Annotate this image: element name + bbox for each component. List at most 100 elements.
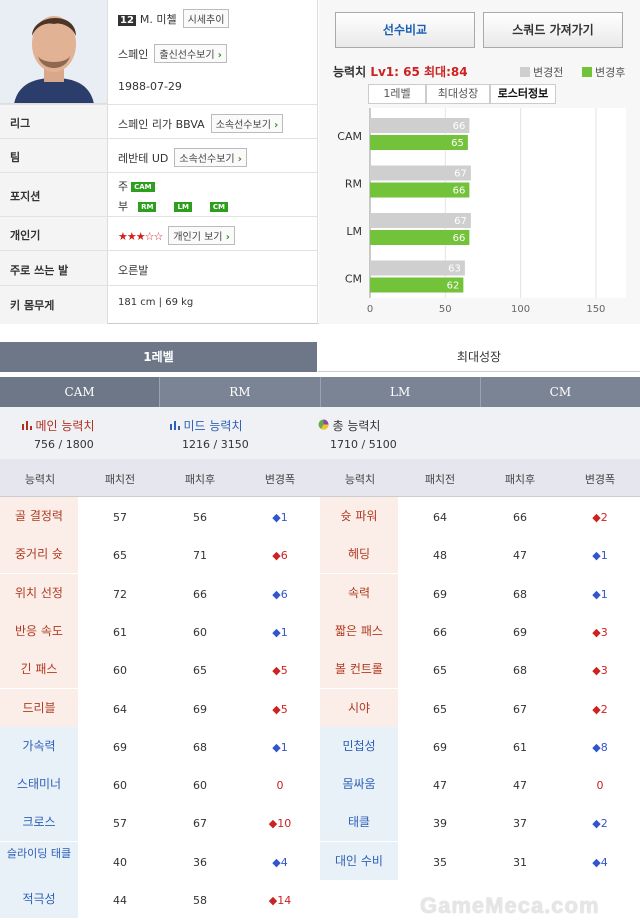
stat-name: 적극성	[0, 880, 78, 918]
main-position-row: 주 CAM	[118, 178, 155, 194]
bar-before	[370, 118, 470, 133]
personal-row: ★★★☆☆ 개인기 보기 ›	[118, 226, 235, 245]
sub-position-badge: LM	[174, 202, 192, 212]
stat-before: 40	[113, 855, 127, 869]
stat-name: 짧은 패스	[320, 611, 398, 650]
table-row: 위치 선정 72 66 ◆6	[0, 573, 320, 612]
player-number: 12	[118, 15, 136, 26]
tab-position-lm[interactable]: LM	[320, 377, 481, 407]
stat-name: 대인 수비	[320, 841, 398, 880]
stat-before: 47	[433, 779, 447, 793]
stat-change: ◆2	[592, 817, 608, 831]
position-label: 포지션	[10, 190, 41, 203]
stat-after: 56	[193, 511, 207, 524]
birth-date: 1988-07-29	[118, 80, 182, 93]
table-row: 적극성 44 58 ◆14	[0, 880, 320, 918]
stat-before: 48	[433, 549, 447, 563]
stat-change: ◆14	[268, 894, 292, 907]
stat-before: 44	[113, 894, 127, 907]
stat-after: 71	[193, 549, 207, 563]
stat-before: 57	[113, 511, 127, 524]
main-stat-value: 756 / 1800	[34, 438, 94, 451]
tab-level1[interactable]: 1레벨	[368, 84, 426, 104]
table-row: 시야 65 67 ◆2	[320, 688, 640, 727]
stat-change: ◆6	[272, 549, 288, 563]
team-players-button[interactable]: 소속선수보기 ›	[174, 148, 247, 167]
bar-value-label: 63	[448, 264, 461, 275]
stat-before: 69	[113, 740, 127, 754]
stat-after: 61	[513, 740, 527, 754]
price-trend-button[interactable]: 시세추이	[182, 9, 230, 28]
stat-before: 69	[433, 587, 447, 601]
bar-before	[370, 260, 465, 276]
header-change-right: 변경폭	[584, 473, 616, 486]
stat-name: 슬라이딩 태클	[0, 841, 78, 880]
stat-before: 60	[113, 664, 127, 678]
bar-after	[370, 230, 470, 245]
tab-position-cam[interactable]: CAM	[0, 377, 161, 407]
legend-swatch-after	[582, 67, 592, 77]
stat-before: 69	[433, 740, 447, 754]
league-players-button[interactable]: 소속선수보기 ›	[210, 114, 284, 133]
stat-change: ◆8	[592, 740, 608, 754]
stat-after: 60	[193, 625, 207, 639]
bar-chart-icon	[170, 420, 180, 433]
body-value: 181 cm | 69 kg	[118, 297, 194, 308]
stat-change: ◆5	[272, 702, 288, 716]
stat-name: 반응 속도	[0, 611, 78, 650]
stat-change: ◆6	[272, 587, 288, 601]
stat-change: ◆1	[272, 625, 288, 639]
tab-position-cm[interactable]: CM	[480, 377, 640, 407]
stat-name: 가속력	[0, 726, 78, 765]
stat-change: ◆4	[592, 855, 608, 869]
max-value: 최대:84	[424, 65, 468, 79]
stat-change: ◆2	[592, 702, 608, 716]
mid-stat-summary: 미드 능력치 1216 / 3150	[170, 417, 249, 451]
stat-after: 36	[193, 855, 207, 869]
tab-max-growth[interactable]: 최대성장	[426, 84, 490, 104]
y-category-label: CAM	[337, 130, 362, 143]
mid-stat-label: 미드 능력치	[183, 419, 243, 433]
personal-label: 개인기	[10, 229, 41, 242]
watermark-logo: GameMeca.com	[420, 893, 600, 918]
y-category-label: LM	[346, 225, 362, 238]
tab-level1-detail[interactable]: 1레벨	[0, 342, 317, 372]
nation-players-button[interactable]: 출신선수보기 ›	[154, 44, 227, 63]
tab-position-rm[interactable]: RM	[160, 377, 321, 407]
stat-change: ◆1	[272, 740, 288, 754]
body-label: 키 몸무게	[10, 299, 55, 312]
stat-change: ◆5	[272, 664, 288, 678]
stat-name: 속력	[320, 573, 398, 612]
stat-after: 65	[193, 664, 207, 678]
stat-after: 68	[513, 664, 527, 678]
stat-after: 47	[513, 779, 527, 793]
stat-change: ◆1	[592, 587, 608, 601]
bar-after	[370, 277, 464, 293]
stat-name: 위치 선정	[0, 573, 78, 612]
stat-after: 66	[193, 587, 207, 601]
header-before-right: 패치전	[424, 473, 456, 486]
tab-max-growth-detail[interactable]: 최대성장	[318, 342, 640, 372]
bar-value-label: 62	[447, 281, 460, 292]
stat-before: 65	[113, 549, 127, 563]
stat-name: 긴 패스	[0, 650, 78, 689]
tab-roster-info[interactable]: 로스터정보	[490, 84, 556, 104]
bar-value-label: 66	[453, 233, 466, 244]
star-rating: ★★★☆☆	[118, 230, 163, 243]
legend-after: 변경후	[582, 64, 625, 80]
take-squad-button[interactable]: 스쿼드 가져가기	[483, 12, 623, 48]
stat-before: 35	[433, 855, 447, 869]
compare-button[interactable]: 선수비교	[335, 12, 475, 48]
player-name: M. 미첼	[139, 13, 177, 26]
stat-change: 0	[276, 779, 284, 793]
main-position-label: 주	[118, 180, 129, 193]
table-row: 짧은 패스 66 69 ◆3	[320, 611, 640, 650]
stat-bar-chart: 0 50 100 150 CAM 66 65 RM 67 66 LM 67 66 CM 63 62	[337, 108, 626, 315]
header-after-right: 패치후	[504, 473, 536, 486]
bar-value-label: 67	[454, 169, 467, 180]
stat-before: 61	[113, 625, 127, 639]
header-after-left: 패치후	[184, 473, 216, 486]
personal-skills-button[interactable]: 개인기 보기 ›	[168, 226, 235, 245]
header-before-left: 패치전	[104, 473, 136, 486]
main-stat-summary: 메인 능력치 756 / 1800	[22, 417, 95, 451]
